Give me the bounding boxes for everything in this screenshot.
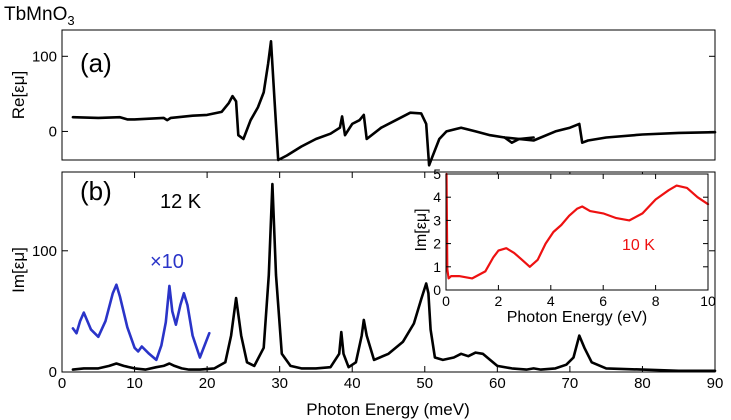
y-tick-label: 100 bbox=[32, 243, 57, 260]
series-line bbox=[71, 39, 717, 167]
x-tick-label: 80 bbox=[634, 375, 651, 392]
inset-ylabel: Im[εμ] bbox=[413, 208, 430, 251]
inset-frame bbox=[445, 173, 709, 291]
panel-b-lines bbox=[71, 182, 717, 373]
panel-b-ylabel: Im[εμ] bbox=[9, 247, 28, 293]
y-tick-label: 1 bbox=[433, 259, 441, 275]
panel-a-ylabel: Re[εμ] bbox=[9, 71, 28, 120]
temperature-label-10k: 10 K bbox=[622, 237, 655, 254]
x-tick-label: 40 bbox=[344, 375, 361, 392]
x-tick-label: 2 bbox=[495, 293, 503, 309]
x-tick-label: 4 bbox=[547, 293, 555, 309]
x-tick-label: 20 bbox=[199, 375, 216, 392]
x-tick-label: 50 bbox=[416, 375, 433, 392]
panel-b: (b) 12 K ×10 Im[εμ] Photon Energy (meV) … bbox=[9, 171, 723, 419]
x-tick-label: 10 bbox=[126, 375, 143, 392]
panel-a-ticks: 0 100 bbox=[32, 48, 715, 140]
inset-chart: 0 1 2 3 4 5 0 2 4 6 8 10 10 K Photon Energy (eV) Im… bbox=[413, 166, 716, 326]
inset-lines bbox=[445, 172, 710, 280]
series-line bbox=[71, 283, 211, 362]
x-tick-label: 8 bbox=[652, 293, 660, 309]
x-tick-label: 60 bbox=[489, 375, 506, 392]
inset-ticks: 0 1 2 3 4 5 0 2 4 6 8 10 bbox=[433, 166, 716, 309]
y-tick-label: 0 bbox=[49, 123, 57, 140]
y-tick-label: 5 bbox=[433, 166, 441, 182]
multiplier-label: ×10 bbox=[150, 251, 184, 273]
inset-xlabel: Photon Energy (eV) bbox=[507, 309, 648, 326]
y-tick-label: 4 bbox=[433, 189, 441, 205]
x-tick-label: 10 bbox=[700, 293, 716, 309]
y-tick-label: 2 bbox=[433, 236, 441, 252]
x-tick-label: 90 bbox=[707, 375, 724, 392]
series-line bbox=[71, 182, 717, 373]
panel-b-frame bbox=[61, 171, 716, 373]
panel-b-label: (b) bbox=[80, 176, 112, 206]
panel-a-lines bbox=[71, 39, 717, 167]
panel-a-frame bbox=[61, 29, 716, 161]
panel-b-xlabel: Photon Energy (meV) bbox=[306, 400, 469, 419]
x-tick-label: 70 bbox=[562, 375, 579, 392]
series-line bbox=[503, 136, 535, 144]
panel-a-label: (a) bbox=[80, 48, 112, 78]
x-tick-label: 0 bbox=[58, 375, 66, 392]
y-tick-label: 3 bbox=[433, 212, 441, 228]
y-tick-label: 0 bbox=[433, 282, 441, 298]
x-tick-label: 0 bbox=[442, 293, 450, 309]
y-tick-label: 100 bbox=[32, 48, 57, 65]
figure-title: TbMnO3 bbox=[4, 4, 75, 28]
temperature-label-12k: 12 K bbox=[160, 191, 202, 213]
x-tick-label: 6 bbox=[599, 293, 607, 309]
panel-a: (a) Re[εμ] 0 100 bbox=[9, 29, 717, 167]
x-tick-label: 30 bbox=[271, 375, 288, 392]
y-tick-label: 0 bbox=[49, 364, 57, 381]
series-line bbox=[445, 172, 710, 280]
